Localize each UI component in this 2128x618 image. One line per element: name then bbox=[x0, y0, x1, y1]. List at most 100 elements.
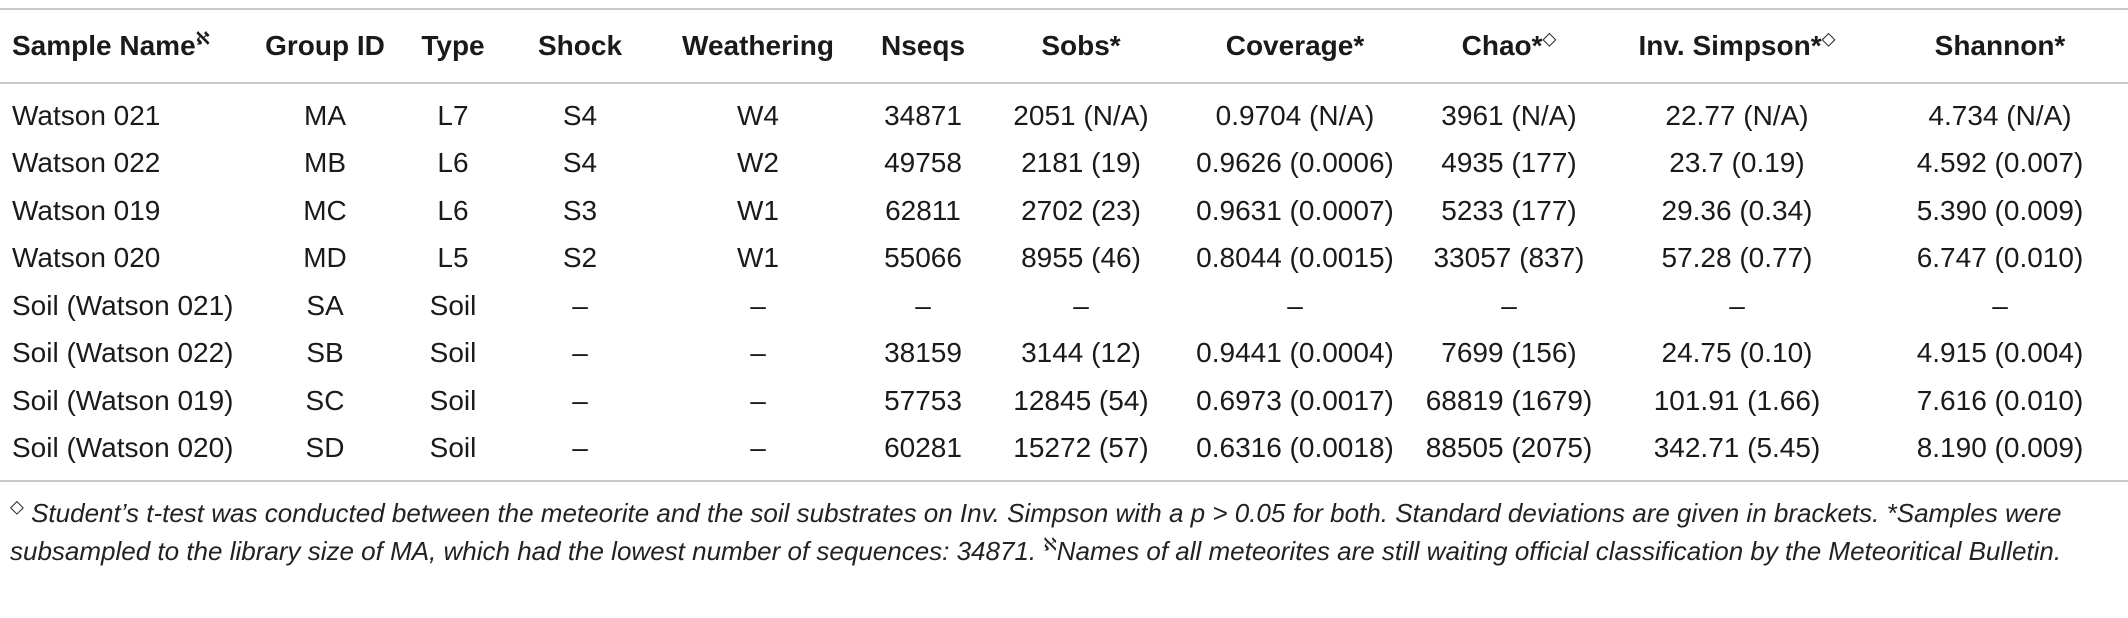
table-row: Watson 022 MB L6 S4 W2 49758 2181 (19) 0.9626 (… bbox=[0, 140, 2128, 188]
column-header-label: Type bbox=[421, 30, 485, 61]
table-cell: 2702 (23) bbox=[1021, 194, 1141, 226]
column-header-symbol: ◇ bbox=[1821, 28, 1836, 49]
table-cell: S4 bbox=[562, 147, 598, 179]
table-cell: L6 bbox=[437, 194, 469, 226]
table-cell: 49758 bbox=[884, 147, 962, 179]
table-cell: – bbox=[572, 384, 588, 416]
column-header-label: Sample Name bbox=[12, 30, 196, 61]
table-cell: 34871 bbox=[884, 99, 962, 131]
column-header-label: Shock bbox=[537, 30, 623, 61]
table-cell: S3 bbox=[562, 194, 598, 226]
column-header-label: Coverage* bbox=[1225, 30, 1365, 61]
table-cell: 23.7 (0.19) bbox=[1669, 147, 1805, 179]
table-cell: 12845 (54) bbox=[1013, 384, 1149, 416]
table-cell: SB bbox=[306, 337, 344, 369]
table-cell: 8955 (46) bbox=[1021, 242, 1141, 274]
table-cell: 0.8044 (0.0015) bbox=[1196, 242, 1394, 274]
table-cell: 0.9626 (0.0006) bbox=[1196, 147, 1394, 179]
table-cell: 0.6973 (0.0017) bbox=[1196, 384, 1394, 416]
table-cell: 8.190 (0.009) bbox=[1872, 424, 2128, 482]
table-cell: – bbox=[1501, 289, 1517, 321]
table-cell: 29.36 (0.34) bbox=[1661, 194, 1813, 226]
table-cell: 5.390 (0.009) bbox=[1916, 194, 2084, 226]
table-cell: Soil (Watson 019) bbox=[12, 384, 234, 416]
aleph-symbol: ℵ bbox=[1043, 534, 1057, 555]
table-cell: 38159 bbox=[884, 337, 962, 369]
column-header: Coverage* bbox=[1174, 8, 1416, 84]
table-cell: S4 bbox=[562, 99, 598, 131]
table-cell: SD bbox=[246, 424, 404, 482]
table-cell: – bbox=[915, 289, 931, 321]
table-cell: 7699 (156) bbox=[1441, 337, 1577, 369]
footnote-aleph: Names of all meteorites are still waitin… bbox=[1056, 536, 2062, 566]
table-cell: – bbox=[1992, 289, 2008, 321]
table-row: Soil (Watson 020) SD Soil – –60281 15272 (57)… bbox=[0, 424, 2128, 482]
column-header-label: Weathering bbox=[682, 30, 834, 61]
column-header-label: Group ID bbox=[265, 30, 385, 61]
column-header: Sobs* bbox=[988, 8, 1174, 84]
table-cell: Soil bbox=[429, 289, 477, 321]
table-row: Watson 021 MA L7 S4 W4 34871 2051 (N/A) 0.9704 … bbox=[0, 83, 2128, 140]
table-cell: 88505 (2075) bbox=[1416, 424, 1602, 482]
table-cell: L5 bbox=[437, 242, 469, 274]
table-cell: MC bbox=[303, 194, 347, 226]
table-cell: Watson 021 bbox=[12, 99, 161, 131]
table-cell: 55066 bbox=[884, 242, 962, 274]
column-header-symbol: ◇ bbox=[1542, 28, 1557, 49]
table-cell: – bbox=[1287, 289, 1303, 321]
table-cell: 68819 (1679) bbox=[1425, 384, 1593, 416]
table-cell: 3961 (N/A) bbox=[1441, 99, 1577, 131]
table-cell: 3144 (12) bbox=[1021, 337, 1141, 369]
table-cell: MD bbox=[303, 242, 347, 274]
column-header: Nseqs bbox=[858, 8, 988, 84]
column-header: Shock bbox=[502, 8, 658, 84]
table-cell: 0.9704 (N/A) bbox=[1215, 99, 1375, 131]
table-cell: L7 bbox=[437, 99, 469, 131]
table-cell: 342.71 (5.45) bbox=[1602, 424, 1872, 482]
table-row: Soil (Watson 019) SC Soil – – 57753 12845 (54)… bbox=[0, 377, 2128, 425]
table-cell: 7.616 (0.010) bbox=[1916, 384, 2084, 416]
column-header: Inv. Simpson*◇ bbox=[1602, 8, 1872, 84]
table-cell: W1 bbox=[737, 242, 779, 274]
table-cell: – bbox=[750, 384, 766, 416]
table-cell: – bbox=[658, 424, 858, 482]
table-cell: 57.28 (0.77) bbox=[1661, 242, 1813, 274]
table-cell: – bbox=[572, 289, 588, 321]
table-cell: Soil (Watson 021) bbox=[12, 289, 234, 321]
table-cell: 0.9441 (0.0004) bbox=[1196, 337, 1394, 369]
table-cell: Soil bbox=[404, 424, 502, 482]
table-cell: Watson 022 bbox=[12, 147, 161, 179]
table-cell: – bbox=[572, 337, 588, 369]
table-row: Soil (Watson 022) SB Soil – – 38159 3144 (12) 0… bbox=[0, 330, 2128, 378]
table-cell: – bbox=[1073, 289, 1089, 321]
table-row: Watson 020 MD L5 S2 W1 55066 8955 (46) 0.8044 (… bbox=[0, 235, 2128, 283]
table-cell: 4.734 (N/A) bbox=[1928, 99, 2072, 131]
table-cell: 57753 bbox=[884, 384, 962, 416]
table-cell: SA bbox=[306, 289, 344, 321]
table-cell: 4.915 (0.004) bbox=[1916, 337, 2084, 369]
table-footnote: ◇ Student’s t-test was conducted between… bbox=[10, 494, 2120, 570]
table-cell: Soil (Watson 022) bbox=[12, 337, 234, 369]
table-row: Soil (Watson 021) SA Soil – – – – – – – – bbox=[0, 282, 2128, 330]
table-cell: 6.747 (0.010) bbox=[1916, 242, 2084, 274]
table-cell: W4 bbox=[737, 99, 779, 131]
results-table: Sample Nameℵ Group ID Type Shock Weathering N… bbox=[0, 8, 2128, 482]
column-header-label: Chao* bbox=[1461, 30, 1543, 61]
table-cell: 33057 (837) bbox=[1433, 242, 1585, 274]
table-cell: W2 bbox=[737, 147, 779, 179]
column-header: Weathering bbox=[658, 8, 858, 84]
table-cell: SC bbox=[305, 384, 345, 416]
column-header-label: Inv. Simpson* bbox=[1638, 30, 1822, 61]
footnote-diamond: Student’s t-test was conducted between t… bbox=[31, 498, 1880, 528]
table-cell: S2 bbox=[562, 242, 598, 274]
table-cell: Soil (Watson 020) bbox=[0, 424, 246, 482]
column-header: Shannon* bbox=[1872, 8, 2128, 84]
table-cell: Watson 019 bbox=[12, 194, 161, 226]
table-cell: 0.9631 (0.0007) bbox=[1196, 194, 1394, 226]
column-header-symbol: ℵ bbox=[195, 28, 210, 49]
table-cell: 2181 (19) bbox=[1021, 147, 1141, 179]
table-cell: MB bbox=[304, 147, 346, 179]
table-cell: Soil bbox=[429, 384, 477, 416]
table-cell: – bbox=[750, 337, 766, 369]
table-cell: 60281 bbox=[858, 424, 988, 482]
